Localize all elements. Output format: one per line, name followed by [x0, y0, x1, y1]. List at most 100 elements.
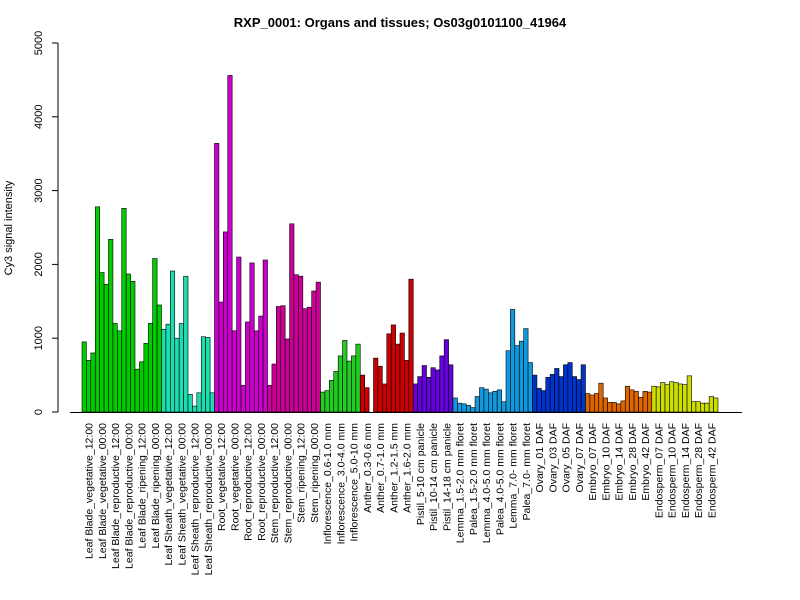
bar — [673, 382, 679, 413]
y-tick-label: 5000 — [33, 31, 45, 55]
bar — [382, 383, 388, 413]
bar — [386, 333, 392, 413]
x-tick-label: Inflorescence_5.0-10 mm — [349, 423, 361, 542]
bar — [187, 393, 193, 413]
bar — [152, 258, 158, 413]
bar — [527, 362, 533, 413]
bar — [607, 402, 613, 413]
y-tick-label: 3000 — [33, 178, 45, 202]
bar — [94, 206, 100, 413]
x-tick-label: Endosperm_28 DAF — [693, 423, 705, 518]
x-tick-label: Palea_1.5-2.0 mm floret — [468, 423, 480, 535]
bar — [249, 262, 255, 413]
bar — [390, 324, 396, 413]
bar — [448, 364, 454, 413]
bar — [276, 306, 282, 413]
x-tick-label: Stem_reproductive_12:00 — [269, 423, 281, 543]
bar — [359, 374, 365, 413]
bar — [594, 393, 600, 413]
bar — [483, 388, 489, 413]
bar — [139, 361, 145, 413]
x-tick-label: Root_reproductive_12:00 — [243, 423, 255, 541]
x-tick-label: Anther_0.3-0.6 mm — [362, 423, 374, 513]
bar — [505, 350, 511, 413]
bar — [412, 383, 418, 413]
bar — [713, 397, 719, 413]
bar — [320, 391, 326, 413]
y-tick-label: 4000 — [33, 105, 45, 129]
bar — [465, 405, 471, 413]
x-tick-label: Embryo_07 DAF — [587, 423, 599, 501]
bar — [501, 401, 507, 413]
x-tick-label: Leaf Blade_reproductive_00:00 — [123, 423, 135, 569]
bar — [342, 340, 348, 413]
bar — [205, 337, 211, 413]
bar — [223, 231, 229, 413]
x-tick-label: Root_reproductive_00:00 — [256, 423, 268, 541]
bar — [691, 401, 697, 413]
bar — [647, 391, 653, 413]
bar — [174, 337, 180, 413]
x-tick-label: Endosperm_42 DAF — [706, 423, 718, 518]
x-tick-label: Leaf Blade_ripening_12:00 — [137, 423, 149, 549]
bar — [611, 402, 617, 413]
y-tick-label: 0 — [33, 409, 45, 415]
x-tick-label: Anther_1.6-2.0 mm — [402, 423, 414, 513]
x-tick-label: Leaf Sheath_reproductive_12:00 — [190, 423, 202, 576]
bar — [86, 360, 92, 413]
bar — [364, 387, 370, 413]
x-tick-label: Pistil_10-14 cm panicle — [428, 423, 440, 531]
bar — [474, 396, 480, 413]
bar — [214, 143, 220, 413]
bar — [545, 377, 551, 413]
x-tick-label: Leaf Blade_ripening_00:00 — [150, 423, 162, 549]
bar — [196, 392, 202, 413]
x-tick-label: Pistil_14-18 cm panicle — [441, 423, 453, 531]
y-tick-label: 2000 — [33, 252, 45, 276]
bar — [439, 355, 445, 413]
x-tick-label: Endosperm_10 DAF — [667, 423, 679, 518]
x-tick-label: Leaf Sheath_vegetative_12:00 — [163, 423, 175, 566]
bar — [125, 273, 131, 413]
bar — [315, 281, 321, 413]
bar — [541, 390, 547, 413]
bar — [576, 379, 582, 413]
bar — [510, 309, 516, 413]
x-tick-label: Embryo_42 DAF — [640, 423, 652, 501]
bar — [695, 401, 701, 413]
bar — [192, 405, 198, 413]
x-tick-label: Leaf Blade_vegetative_00:00 — [97, 423, 109, 559]
bar — [616, 403, 622, 413]
bar — [227, 75, 233, 413]
x-tick-label: Ovary_03 DAF — [547, 423, 559, 492]
bar — [452, 397, 458, 413]
bar — [306, 306, 312, 413]
bar — [404, 360, 410, 413]
bar — [200, 336, 206, 413]
bar — [435, 369, 441, 413]
bar — [536, 388, 542, 413]
bar — [156, 304, 162, 413]
bar — [580, 364, 586, 413]
bar — [426, 377, 432, 413]
x-tick-label: Lemma_4.0-5.0 mm floret — [481, 423, 493, 543]
bar — [130, 281, 136, 413]
bar — [117, 330, 123, 413]
bar — [311, 290, 317, 413]
bar — [523, 328, 529, 413]
bar — [108, 239, 114, 413]
bar — [81, 341, 87, 413]
bar — [346, 360, 352, 413]
bar — [421, 365, 427, 413]
x-tick-label: Palea_4.0-5.0 mm floret — [494, 423, 506, 535]
bar — [704, 402, 710, 413]
bar — [236, 256, 242, 413]
x-axis-labels: Leaf Blade_vegetative_12:00 Leaf Blade_ve… — [84, 423, 719, 576]
x-tick-label: Anther_0.7-1.0 mm — [375, 423, 387, 513]
bar — [408, 278, 414, 413]
bar — [298, 275, 304, 413]
bar — [602, 397, 608, 413]
x-tick-label: Inflorescence_3.0-4.0 mm — [335, 423, 347, 545]
bar — [492, 391, 498, 413]
